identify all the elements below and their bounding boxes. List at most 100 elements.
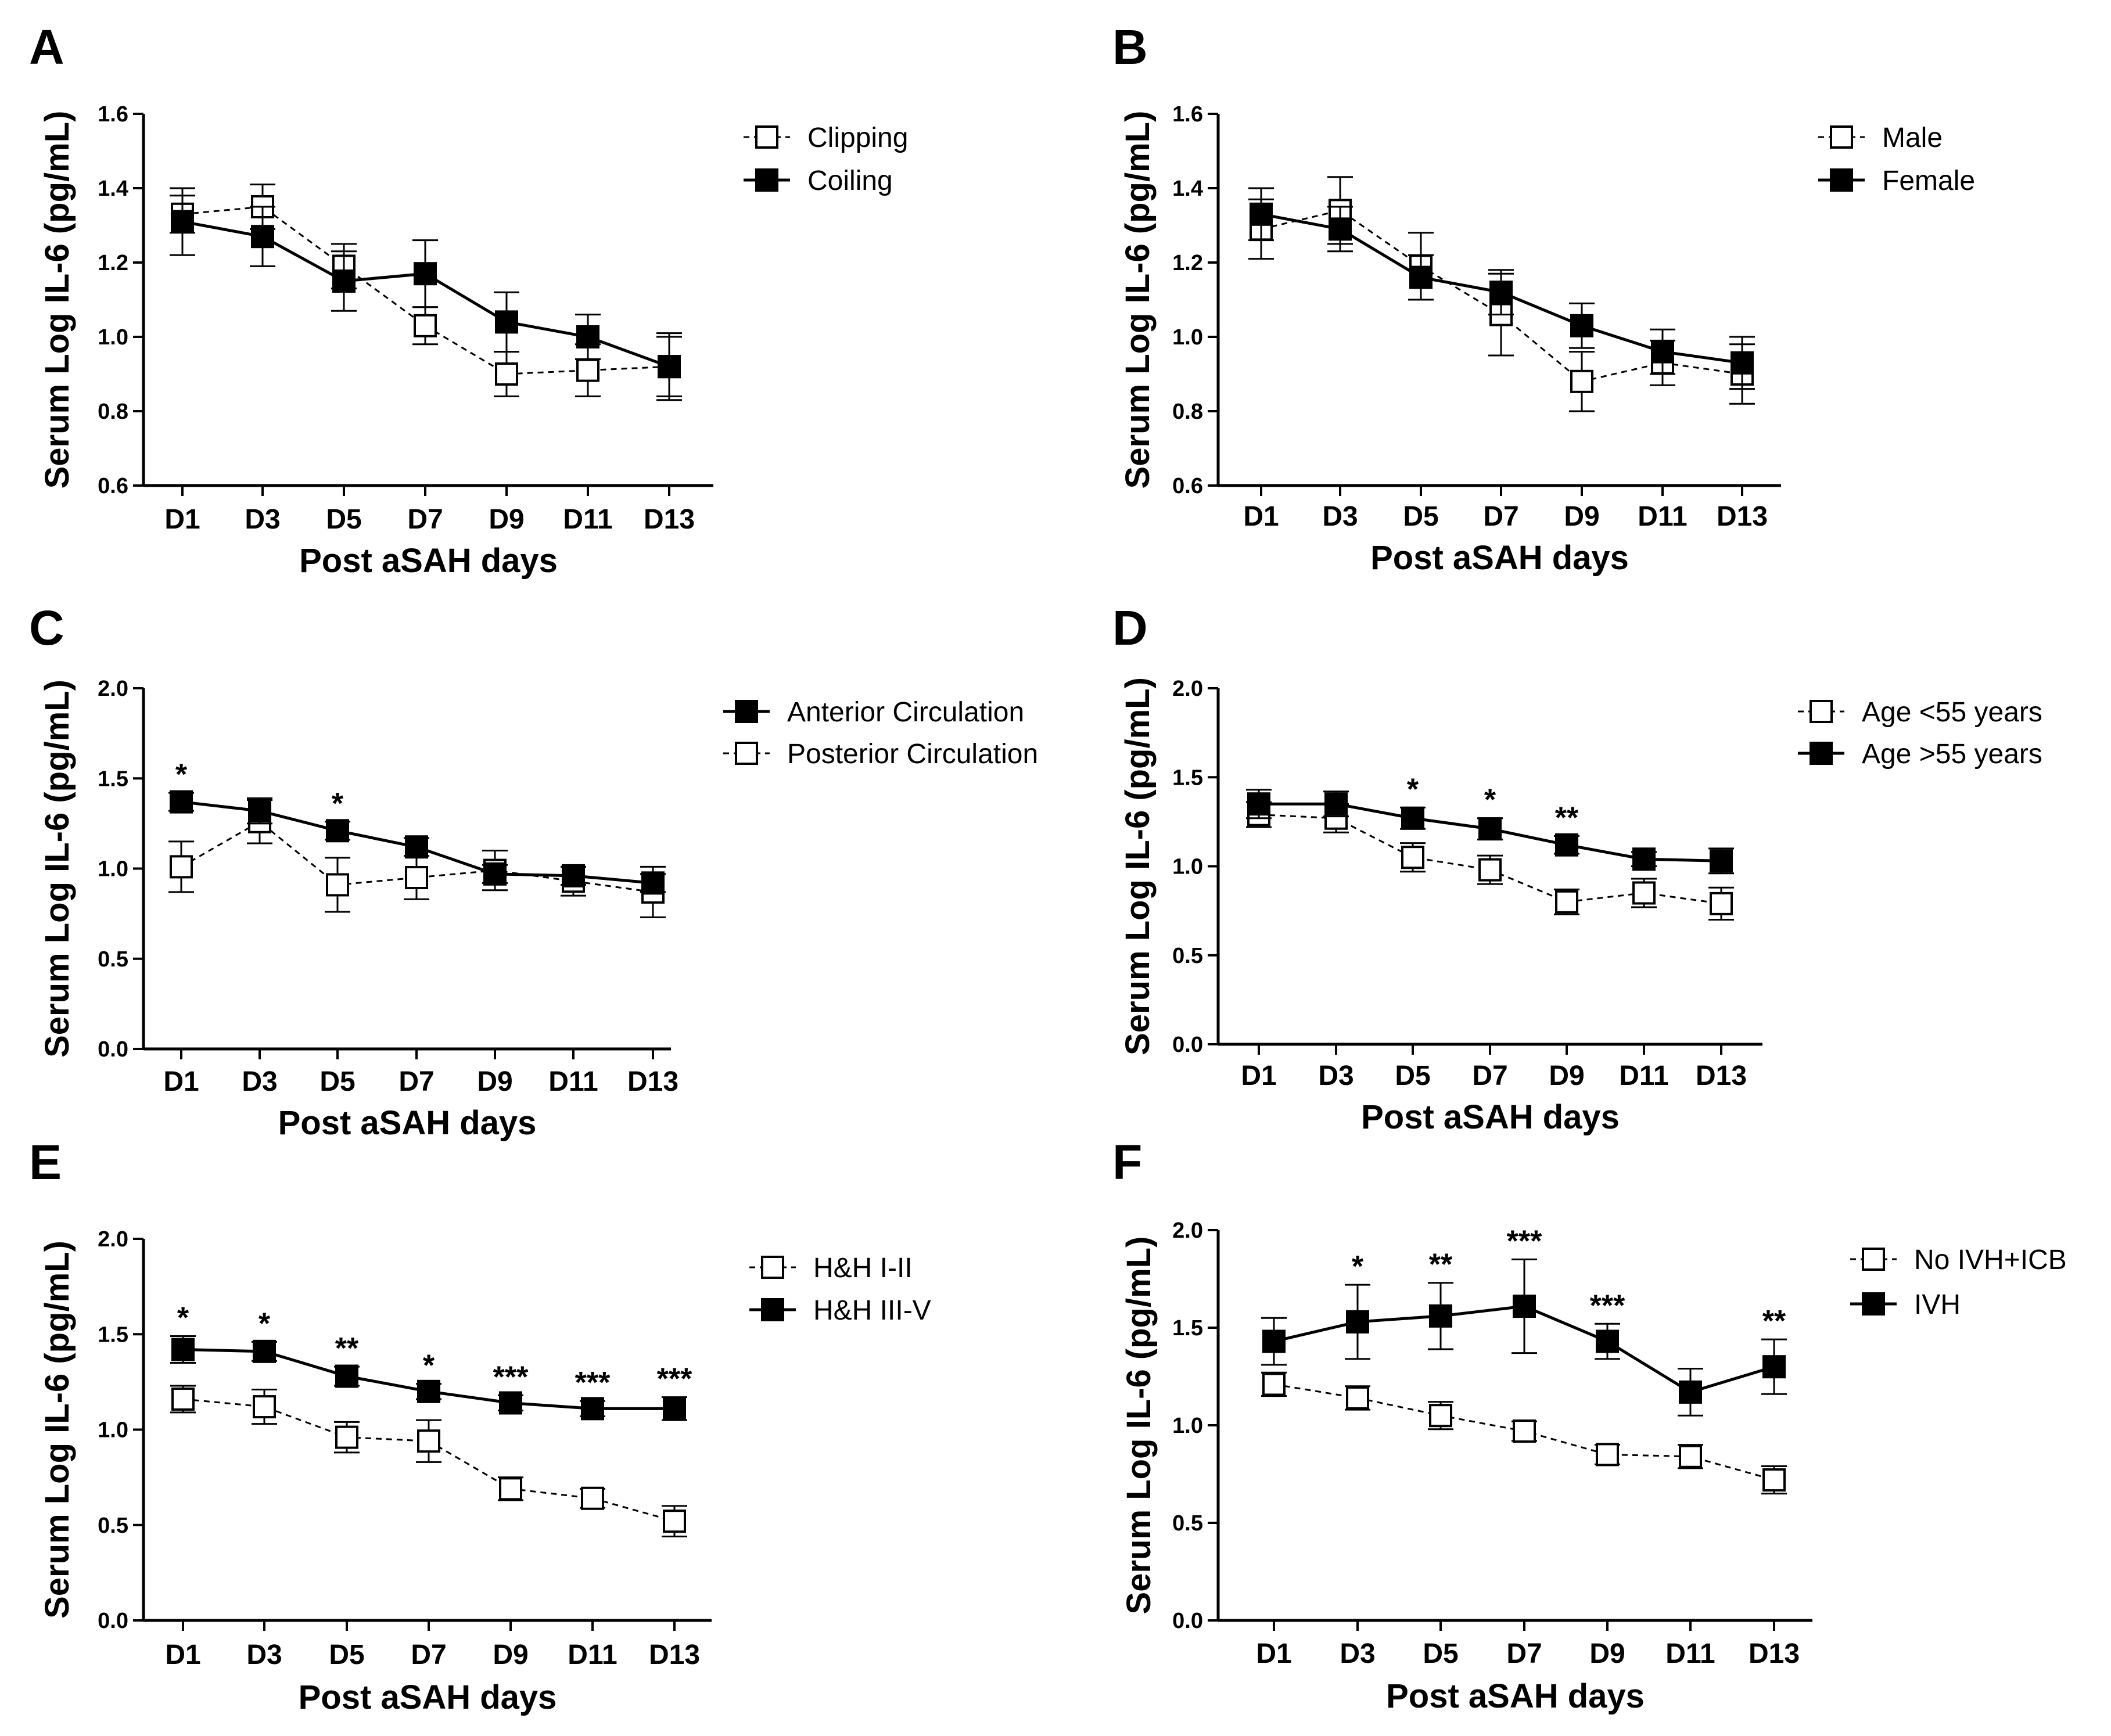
data-point-marker (576, 325, 599, 348)
legend-label: Age >55 years (1862, 739, 2042, 770)
data-point-marker (1262, 1329, 1286, 1353)
data-point-marker (1346, 1310, 1369, 1334)
y-tick-label: 1.0 (1172, 855, 1203, 879)
x-tick-label: D9 (493, 1640, 528, 1670)
legend-marker (1862, 1292, 1885, 1316)
y-tick-label: 0.5 (98, 1514, 128, 1538)
x-tick-label: D13 (1717, 501, 1768, 532)
y-tick-label: 0.5 (1172, 944, 1203, 968)
x-tick-label: D9 (1549, 1061, 1584, 1091)
y-tick-label: 0.8 (98, 400, 128, 424)
data-point-marker (1731, 351, 1754, 375)
data-point-marker (417, 1429, 440, 1453)
data-point-marker (1247, 792, 1270, 816)
data-point-marker (326, 819, 349, 843)
y-tick-label: 0.6 (98, 474, 128, 498)
data-point-marker (1429, 1404, 1452, 1428)
x-tick-label: D3 (1322, 501, 1358, 532)
legend: Male Female (1818, 123, 1975, 196)
x-tick-label: D1 (1243, 501, 1279, 532)
legend-item: Female (1818, 166, 1975, 196)
x-tick-label: D5 (1403, 501, 1438, 532)
y-axis-label: Serum Log IL-6 (pg/mL) (38, 111, 76, 489)
significance-mark: ** (335, 1332, 359, 1365)
legend-item: No IVH+ICB (1850, 1245, 2067, 1275)
data-point-marker (1489, 281, 1513, 304)
y-tick-label: 1.2 (1172, 251, 1203, 275)
x-tick-label: D1 (1241, 1061, 1276, 1091)
data-point-marker (1679, 1444, 1702, 1468)
y-tick-label: 1.0 (1172, 1414, 1203, 1438)
x-tick-label: D9 (477, 1066, 512, 1097)
y-tick-label: 0.8 (1172, 400, 1203, 424)
data-point-marker (1651, 340, 1674, 364)
legend-label: Anterior Circulation (787, 697, 1024, 728)
legend-item: Posterior Circulation (723, 739, 1038, 770)
data-point-marker (1632, 881, 1656, 905)
significance-mark: * (177, 1302, 189, 1335)
x-axis-label: Post aSAH days (278, 1104, 537, 1142)
data-point-marker (1409, 265, 1433, 289)
data-point-marker (663, 1397, 686, 1421)
data-point-marker (658, 355, 681, 379)
data-point-marker (1570, 314, 1593, 337)
data-point-marker (414, 314, 437, 337)
x-tick-label: D3 (1340, 1638, 1375, 1669)
x-tick-label: D13 (627, 1066, 678, 1097)
panel-a: A 0.6 0.8 1.0 1.2 1.4 1.6 D1 D3 D5 D7 D9 D11 D13 Post … (29, 20, 908, 580)
legend-item: Age <55 years (1798, 697, 2042, 728)
legend-label: Age <55 years (1862, 697, 2042, 728)
data-point-marker (499, 1391, 522, 1415)
significance-mark: * (1484, 783, 1496, 817)
series-open (168, 799, 666, 918)
data-point-marker (562, 864, 585, 887)
data-point-marker (1478, 858, 1502, 882)
data-point-marker (335, 1425, 358, 1449)
x-tick-label: D11 (1619, 1061, 1668, 1091)
legend-item: H&H III-V (749, 1295, 931, 1326)
panel-b: B 0.6 0.8 1.0 1.2 1.4 1.6 D1 D3 D5 D7 D9 D11 D13 Post … (1112, 20, 1975, 577)
data-point-marker (1262, 1372, 1286, 1396)
data-point-marker (332, 269, 356, 293)
legend-marker (761, 1256, 784, 1279)
data-point-marker (253, 1395, 276, 1419)
data-point-marker (1555, 890, 1578, 914)
x-tick-label: D5 (1395, 1061, 1430, 1091)
data-point-marker (1478, 817, 1502, 841)
data-point-marker (1632, 847, 1656, 871)
data-point-marker (326, 873, 349, 897)
data-point-marker (495, 362, 518, 386)
legend-label: H&H I-II (813, 1253, 913, 1284)
significance-mark: *** (575, 1366, 611, 1400)
data-point-marker (1513, 1419, 1536, 1443)
x-tick-label: D7 (1483, 501, 1518, 532)
data-point-marker (581, 1397, 604, 1421)
panel-letter: F (1112, 1135, 1142, 1189)
y-tick-label: 1.4 (98, 177, 128, 201)
x-tick-label: D1 (164, 504, 200, 535)
legend-marker (755, 125, 778, 149)
x-tick-label: D5 (1423, 1638, 1458, 1669)
significance-mark: ** (1429, 1248, 1453, 1282)
legend-item: IVH (1850, 1289, 1961, 1320)
data-point-marker (405, 835, 428, 859)
y-tick-label: 2.0 (98, 1227, 128, 1252)
series-open (170, 1385, 687, 1537)
series-filled (168, 790, 666, 895)
legend: H&H I-II H&H III-V (749, 1253, 931, 1326)
x-tick-label: D7 (1472, 1061, 1507, 1091)
y-tick-label: 2.0 (1172, 677, 1203, 701)
panel-d: D 0.0 0.5 1.0 1.5 2.0 D1 D3 D5 D7 D9 D11 D13 Post aSA… (1112, 601, 2042, 1136)
series-filled (1261, 1258, 1787, 1417)
y-tick-label: 1.5 (1172, 1316, 1203, 1340)
y-tick-label: 1.0 (98, 1418, 128, 1443)
data-point-marker (1762, 1355, 1786, 1379)
significance-mark: ** (1762, 1304, 1786, 1338)
data-point-marker (641, 871, 665, 895)
data-point-marker (170, 855, 193, 879)
legend-marker (1830, 168, 1853, 192)
legend-marker (1810, 700, 1833, 723)
x-tick-label: D11 (548, 1066, 598, 1097)
y-tick-label: 1.5 (98, 1322, 128, 1347)
